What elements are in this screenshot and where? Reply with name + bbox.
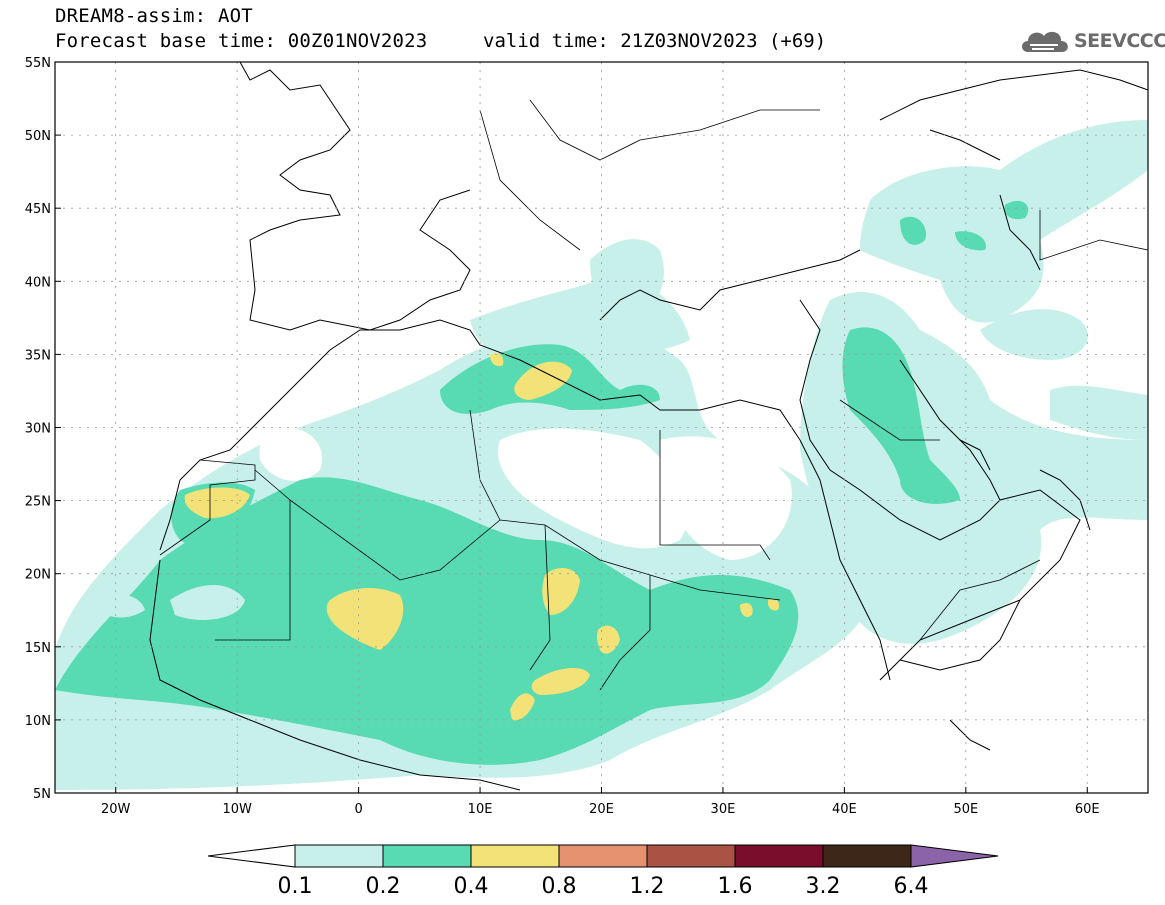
lat-label: 40N	[25, 275, 51, 290]
lat-label: 30N	[25, 422, 51, 437]
lat-label: 5N	[33, 787, 51, 802]
colorbar-segment	[558, 844, 648, 868]
lon-label: 10W	[222, 802, 252, 817]
colorbar-over-triangle	[910, 844, 999, 868]
colorbar-segment	[470, 844, 560, 868]
colorbar-label: 3.2	[806, 874, 841, 899]
lon-label: 30E	[711, 802, 736, 817]
map-grid	[55, 62, 1148, 793]
seevccc-logo: SEEVCCC	[1018, 26, 1165, 56]
colorbar-segment	[822, 844, 912, 868]
colorbar-label: 0.2	[366, 874, 401, 899]
lat-label: 25N	[25, 495, 51, 510]
colorbar-label: 1.2	[630, 874, 665, 899]
colorbar-label: 1.6	[718, 874, 753, 899]
valid-time: valid time: 21Z03NOV2023 (+69)	[483, 30, 827, 52]
cloud-icon	[1022, 31, 1068, 52]
lat-label: 45N	[25, 202, 51, 217]
lat-label: 50N	[25, 129, 51, 144]
forecast-base-time: Forecast base time: 00Z01NOV2023	[55, 30, 428, 52]
colorbar-label: 0.1	[278, 874, 313, 899]
longitude-labels: 20W 10W 0 10E 20E 30E 40E 50E 60E	[101, 787, 1100, 817]
colorbar-segment	[382, 844, 472, 868]
lat-label: 15N	[25, 641, 51, 656]
colorbar: 0.1 0.2 0.4 0.8 1.2 1.6 3.2 6.4	[207, 844, 999, 899]
lat-label: 35N	[25, 348, 51, 363]
lon-label: 20W	[101, 802, 131, 817]
map-title: DREAM8-assim: AOT	[55, 5, 253, 27]
colorbar-segment	[646, 844, 736, 868]
colorbar-label: 0.8	[542, 874, 577, 899]
colorbar-segment	[734, 844, 824, 868]
lat-label: 55N	[25, 56, 51, 71]
lon-label: 20E	[589, 802, 614, 817]
colorbar-label: 6.4	[894, 874, 929, 899]
logo-text: SEEVCCC	[1074, 30, 1165, 52]
colorbar-under-triangle	[207, 844, 296, 868]
lat-label: 20N	[25, 568, 51, 583]
latitude-labels: 55N 50N 45N 40N 35N 30N 25N 20N 15N 10N 5N	[25, 56, 61, 802]
colorbar-label: 0.4	[454, 874, 489, 899]
lon-label: 60E	[1075, 802, 1100, 817]
coastlines	[149, 62, 1148, 791]
aot-field	[55, 120, 1148, 790]
colorbar-segment	[294, 844, 384, 868]
lon-label: 50E	[953, 802, 978, 817]
lon-label: 10E	[468, 802, 493, 817]
lat-label: 10N	[25, 714, 51, 729]
lon-label: 40E	[832, 802, 857, 817]
lon-label: 0	[354, 802, 362, 817]
